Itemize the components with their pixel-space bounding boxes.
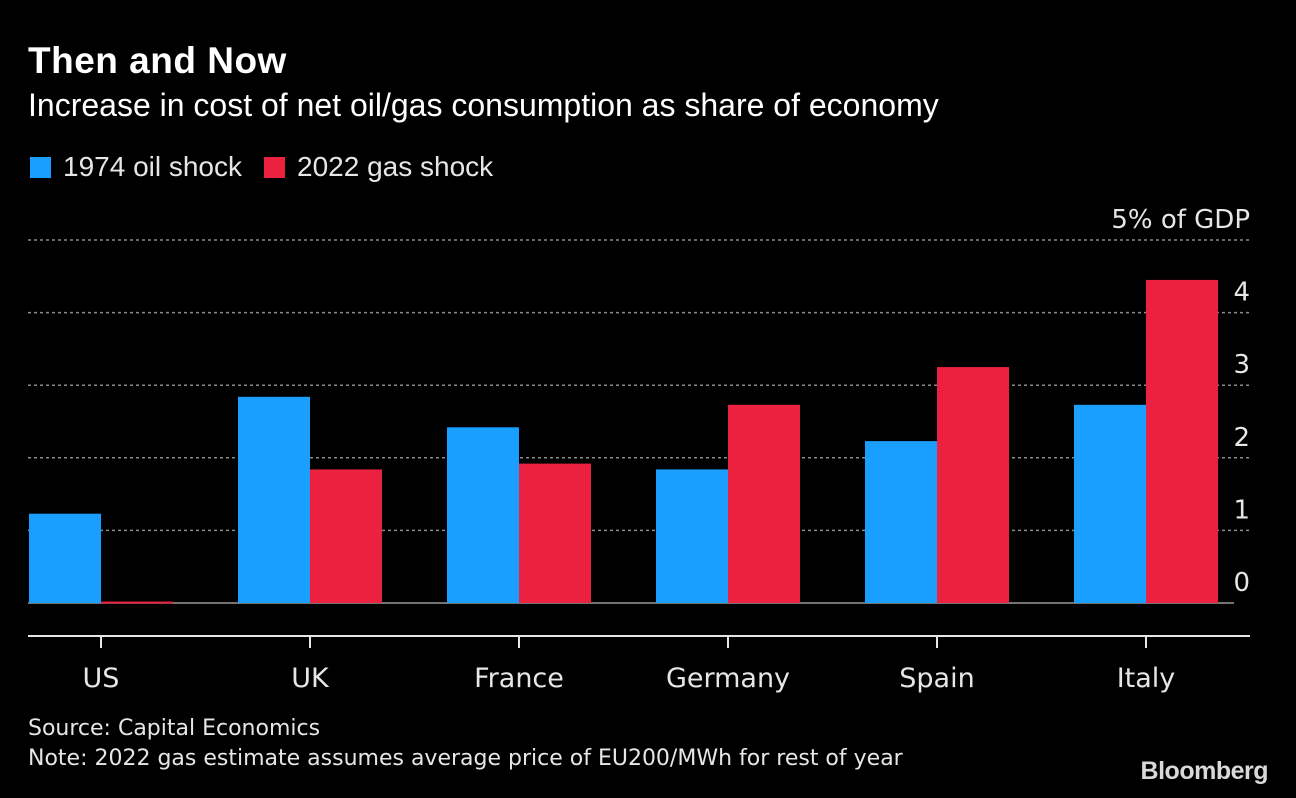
x-tick-label: Italy — [1117, 663, 1176, 694]
legend-item-1974: 1974 oil shock — [30, 151, 242, 183]
legend-label-1974: 1974 oil shock — [63, 151, 243, 182]
gridlines — [28, 239, 1250, 604]
bar-2022-spain — [937, 367, 1009, 603]
y-tick-label: 2 — [1233, 423, 1250, 453]
x-tick-label: Germany — [666, 663, 790, 694]
bars — [29, 279, 1218, 604]
bar-1974-germany — [656, 469, 728, 603]
bloomberg-logo: Bloomberg — [1140, 757, 1269, 785]
legend: 1974 oil shock 2022 gas shock — [30, 151, 515, 183]
y-tick-label: 5% of GDP — [1111, 205, 1250, 235]
bar-1974-uk — [238, 396, 310, 603]
y-tick-label: 0 — [1233, 568, 1250, 598]
y-tick-label: 4 — [1233, 278, 1250, 308]
bar-2022-uk — [310, 469, 382, 603]
y-axis-ticks: 0 1 2 3 4 5% of GDP — [1111, 205, 1250, 598]
x-tick-label: Spain — [899, 663, 974, 694]
legend-swatch-2022 — [264, 156, 286, 178]
bar-2022-germany — [728, 404, 800, 603]
source-note: Source: Capital Economics — [28, 716, 321, 741]
bar-1974-italy — [1074, 404, 1146, 603]
y-tick-label: 1 — [1233, 495, 1250, 525]
bar-1974-us — [29, 513, 101, 603]
x-axis: US UK France Germany Spain Italy — [28, 635, 1250, 694]
x-tick-label: UK — [291, 663, 330, 694]
x-tick-label: US — [83, 663, 120, 694]
y-tick-label: 3 — [1233, 350, 1250, 380]
legend-swatch-1974 — [30, 156, 51, 178]
legend-label-2022: 2022 gas shock — [297, 151, 494, 182]
bar-1974-spain — [865, 441, 937, 603]
x-tick-label: France — [474, 663, 564, 694]
chart-title: Then and Now — [28, 40, 287, 81]
bar-1974-france — [447, 427, 519, 603]
legend-item-2022: 2022 gas shock — [264, 151, 493, 183]
bar-2022-france — [519, 463, 591, 603]
chart-subtitle: Increase in cost of net oil/gas consumpt… — [28, 87, 939, 123]
bar-2022-us — [101, 601, 173, 604]
footnote: Note: 2022 gas estimate assumes average … — [28, 746, 903, 771]
bar-2022-italy — [1146, 279, 1218, 603]
